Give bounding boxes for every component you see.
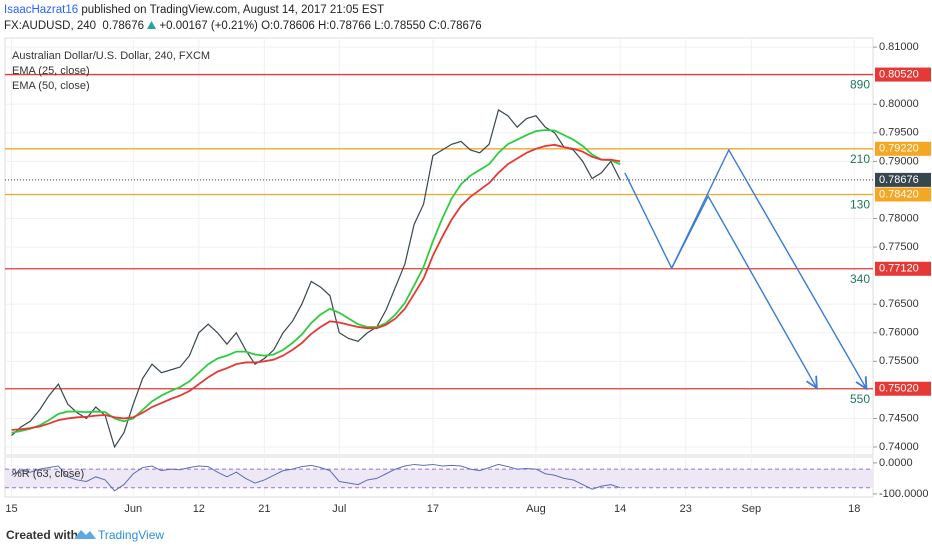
x-tick-label: Sep: [741, 503, 761, 515]
x-tick-label: 14: [614, 503, 626, 515]
up-arrow: [147, 21, 157, 29]
x-tick-label: 23: [680, 503, 692, 515]
level-label-box: [875, 381, 931, 396]
x-tick-label: 18: [848, 503, 860, 515]
level-pips: 890: [850, 78, 870, 92]
current-price-label: 0.78676: [879, 174, 919, 186]
legend-entry: EMA (25, close): [12, 65, 90, 77]
y-tick-label: 0.79500: [879, 127, 919, 139]
legend-entry: EMA (50, close): [12, 80, 90, 92]
x-tick-label: 12: [193, 503, 205, 515]
level-label-box: [875, 141, 931, 156]
current-price-box: [875, 172, 931, 187]
level-label-box: [875, 187, 931, 202]
level-label: 0.80520: [879, 68, 919, 80]
main-pane: [4, 37, 874, 456]
level-pips: 130: [850, 198, 870, 212]
series-line: [11, 463, 621, 492]
series-line: [11, 143, 621, 431]
change: +0.00167 (+0.21%): [159, 20, 258, 32]
projection: [624, 172, 817, 388]
y-tick-label: 0.77500: [879, 241, 919, 253]
y-tick-label: 0.74500: [879, 412, 919, 424]
published: published on TradingView.com, August 14,…: [81, 4, 385, 16]
level-label: 0.75020: [879, 383, 919, 395]
level-pips: 210: [850, 152, 870, 166]
y-tick-label: 0.79000: [879, 155, 919, 167]
x-tick-label: 21: [258, 503, 270, 515]
y-tick-label: 0.76000: [879, 327, 919, 339]
y-tick-label: 0.81000: [879, 41, 919, 53]
projection: [671, 148, 867, 389]
y-tick-label: 0.78000: [879, 212, 919, 224]
x-tick-label: Jul: [332, 503, 346, 515]
x-tick-label: 15: [5, 503, 17, 515]
header: IsaacHazrat16 published on TradingView.c…: [0, 0, 932, 36]
price: 0.78676: [102, 20, 144, 32]
logo: [74, 530, 96, 539]
level-label: 0.77120: [879, 263, 919, 275]
symbol: FX:AUDUSD, 240: [4, 20, 97, 32]
x-tick-label: 17: [427, 503, 439, 515]
y-tick-label: 0.74000: [879, 441, 919, 453]
brand[interactable]: TradingView: [98, 528, 165, 542]
level-pips: 550: [850, 392, 870, 406]
level-label: 0.78420: [879, 188, 919, 200]
ohlc: O:0.78606 H:0.78766 L:0.78550 C:0.78676: [261, 20, 482, 32]
pane-title: %R (63, close): [12, 468, 84, 480]
y-tick-label: 0.76500: [879, 298, 919, 310]
level-label-box: [875, 67, 931, 82]
y-tick-label: -100.0000: [879, 488, 929, 500]
y-tick-label: 0.0000: [879, 457, 913, 469]
x-tick-label: Jun: [124, 503, 142, 515]
band: [5, 469, 873, 488]
x-tick-label: Aug: [526, 503, 546, 515]
created-with: Created with: [6, 528, 79, 542]
author[interactable]: IsaacHazrat16: [4, 4, 79, 16]
level-label: 0.79220: [879, 143, 919, 155]
chart-title: Australian Dollar/U.S. Dollar, 240, FXCM: [12, 50, 210, 62]
level-pips: 340: [850, 272, 870, 286]
level-label-box: [875, 261, 931, 276]
y-tick-label: 0.75500: [879, 355, 919, 367]
series-line: [11, 109, 621, 449]
y-tick-label: 0.80000: [879, 98, 919, 110]
footer: Created with TradingView: [0, 518, 932, 550]
